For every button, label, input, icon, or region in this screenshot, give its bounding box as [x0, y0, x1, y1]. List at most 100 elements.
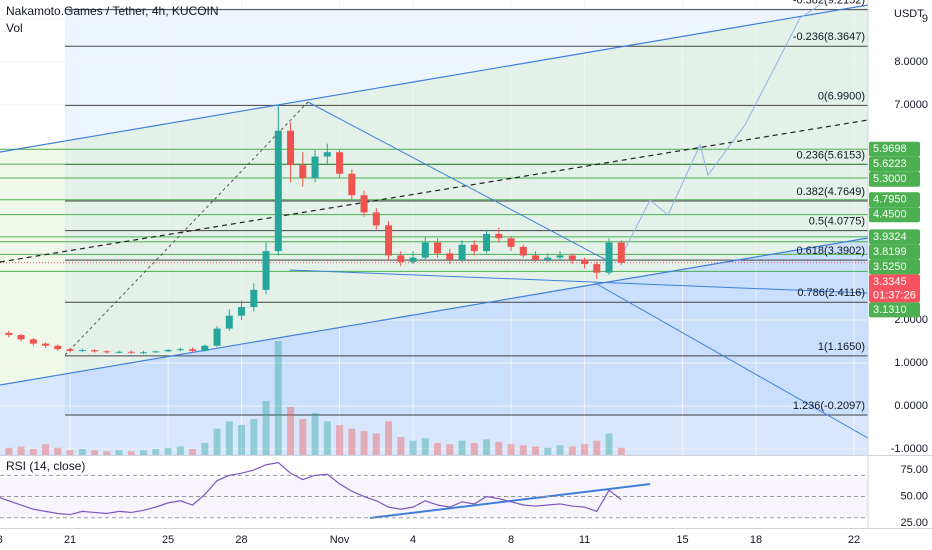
price-label-box [869, 192, 920, 208]
candle-body [593, 264, 601, 273]
volume-bar [103, 451, 111, 455]
unit-label: USDT [894, 8, 924, 20]
support-line [289, 269, 868, 294]
fib-label: 0.5(4.0775) [809, 216, 865, 228]
price-label-box [869, 229, 920, 245]
volume-bar [323, 421, 331, 455]
volume-bar [519, 445, 527, 455]
volume-bar [189, 449, 197, 455]
candle-body [532, 255, 540, 260]
volume-bar [29, 449, 37, 455]
y-tick-label: -1.0000 [891, 443, 928, 455]
projection-path [621, 4, 821, 256]
volume-bar [336, 425, 344, 455]
candle-body [213, 328, 221, 346]
candle-body [164, 350, 172, 352]
volume-bar [617, 447, 625, 455]
fib-source [64, 101, 309, 356]
x-tick-label: 15 [676, 534, 688, 546]
candle-body [336, 152, 344, 174]
fib-label: 0(6.9900) [818, 90, 865, 102]
volume-bar [152, 449, 160, 455]
volume-bar [54, 447, 62, 455]
fib-label: -0.382(9.2152) [793, 0, 865, 7]
price-label: 3.9324 [873, 231, 907, 243]
y-tick-label: 8.0000 [894, 56, 928, 68]
volume-bar [274, 341, 282, 455]
volume-bar [78, 449, 86, 455]
candle-body [201, 345, 209, 351]
mid-trendline [0, 119, 868, 263]
price-label: 3.5250 [873, 261, 907, 273]
price-label: 5.3000 [873, 173, 907, 185]
candle-body [421, 242, 429, 258]
candle-body [581, 259, 589, 265]
candle-body [397, 255, 405, 262]
volume-bar [17, 446, 25, 455]
volume-bar [91, 450, 99, 455]
volume-bar [164, 447, 172, 455]
x-tick-label: 18 [0, 534, 3, 546]
volume-bar [544, 447, 552, 455]
candle-body [372, 212, 380, 226]
candle-body [140, 352, 148, 354]
volume-bar [127, 451, 135, 455]
candle-body [311, 156, 319, 179]
price-label: 5.6223 [873, 158, 907, 170]
price-label-box [869, 141, 920, 157]
candle-body [299, 165, 307, 179]
x-tick-label: Nov [330, 534, 350, 546]
candle-body [507, 238, 515, 247]
volume-bar [470, 443, 478, 455]
volume-bar [115, 450, 123, 455]
candle-body [42, 343, 50, 346]
fib-label: 0.786(2.4116) [797, 287, 865, 299]
candle-body [287, 130, 295, 166]
x-tick-label: 22 [848, 534, 860, 546]
volume-bar [605, 433, 613, 455]
candle-body [409, 257, 417, 262]
volume-bar [238, 425, 246, 455]
candle-body [189, 349, 197, 351]
rsi-line [0, 461, 622, 516]
candle-body [348, 173, 356, 196]
price-label-box [869, 171, 920, 187]
volume-bar [434, 443, 442, 455]
volume-bar [299, 419, 307, 455]
volume-bar [213, 428, 221, 455]
volume-bar [287, 407, 295, 455]
rsi-tick-label: 75.00 [900, 464, 928, 476]
price-label-box [869, 156, 920, 172]
volume-bar [532, 446, 540, 455]
candle-body [78, 350, 86, 352]
fib-label: 0.382(4.7649) [797, 186, 866, 198]
volume-bar [556, 445, 564, 455]
x-tick-label: 18 [750, 534, 762, 546]
volume-bar [176, 446, 184, 455]
candle-body [250, 289, 258, 308]
candle-body [519, 246, 527, 256]
rsi-pane [0, 461, 868, 519]
volume-bar [348, 428, 356, 455]
candle-body [152, 351, 160, 353]
candle-body [446, 253, 454, 260]
x-tick-label: 4 [410, 534, 416, 546]
rsi-tick-label: 25.00 [900, 517, 928, 529]
volume-bar [201, 443, 209, 455]
rsi-title: RSI (14, close) [6, 459, 85, 473]
volume-bar [311, 413, 319, 455]
lower-trendline [0, 237, 868, 386]
upper-trendline [0, 4, 868, 153]
lower-fill [0, 238, 868, 455]
chart-title: Nakamoto.Games / Tether, 4h, KUCOIN [6, 4, 219, 18]
candle-body [470, 244, 478, 252]
candle-body [495, 233, 503, 239]
candle-body [360, 195, 368, 213]
candle-body [176, 349, 184, 351]
volume-bar [409, 440, 417, 455]
candle-body [238, 307, 246, 316]
main-pane: -0.382(9.2152) -0.236(8.3647) 0(6.9900) 0.2… [0, 0, 868, 455]
fib-label: 1.236(-0.2097) [793, 400, 865, 412]
candle-body [617, 242, 625, 263]
fib-label: 1(1.1650) [818, 341, 865, 353]
